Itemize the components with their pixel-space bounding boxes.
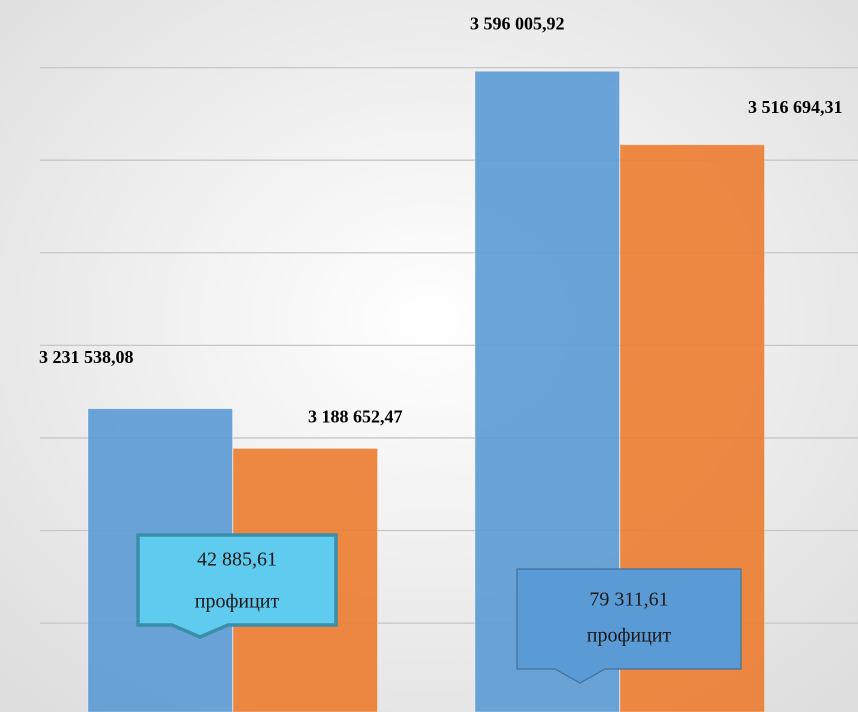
data-label: 3 516 694,31: [748, 97, 843, 117]
callout-box: [136, 533, 338, 639]
callout: 79 311,61 профицит: [516, 568, 742, 684]
callout-text: 79 311,61: [589, 589, 668, 611]
callout: 42 885,61 профицит: [136, 533, 338, 639]
callout-box: [516, 568, 742, 684]
data-label: 3 188 652,47: [308, 407, 403, 427]
callout-text: профицит: [195, 591, 280, 613]
callout-text: 42 885,61: [197, 549, 277, 571]
data-label: 3 596 005,92: [470, 13, 565, 33]
data-label: 3 231 538,08: [39, 347, 134, 367]
callout-text: профицит: [587, 625, 672, 647]
